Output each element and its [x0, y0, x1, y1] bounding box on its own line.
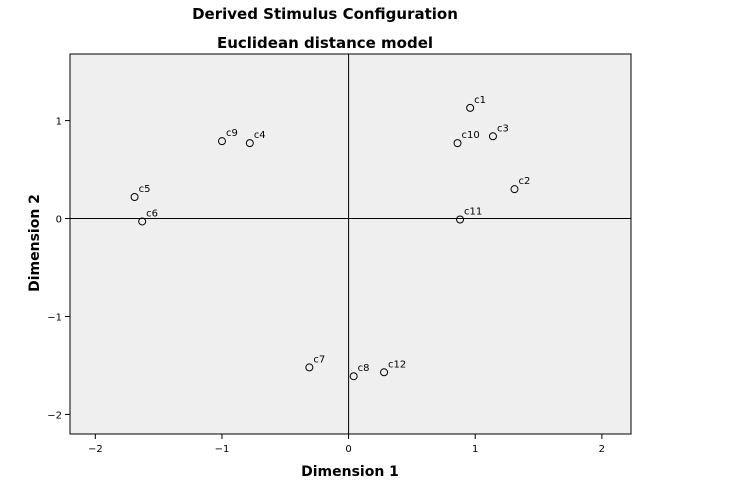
- chart-title: Derived Stimulus Configuration: [192, 5, 458, 23]
- point-label-c10: c10: [462, 130, 480, 141]
- point-marker-c3: [488, 132, 497, 141]
- point-marker-c4: [245, 139, 254, 148]
- point-marker-c12: [380, 368, 389, 377]
- point-marker-c1: [466, 103, 475, 112]
- y-tick-label: −2: [47, 410, 62, 421]
- y-tick-label: −1: [47, 312, 62, 323]
- point-label-c8: c8: [358, 363, 370, 374]
- point-marker-c6: [138, 217, 147, 226]
- point-label-c12: c12: [388, 359, 406, 370]
- point-label-c7: c7: [313, 354, 325, 365]
- point-marker-c10: [453, 139, 462, 148]
- point-label-c6: c6: [146, 208, 158, 219]
- point-label-c5: c5: [139, 184, 151, 195]
- y-tick-label: 1: [56, 117, 62, 128]
- point-marker-c8: [349, 372, 358, 381]
- point-label-c3: c3: [497, 123, 509, 134]
- y-axis-title: Dimension 2: [27, 194, 43, 292]
- x-tick-label: 2: [599, 444, 605, 455]
- reference-lines: [70, 54, 631, 434]
- x-tick-label: −1: [215, 444, 230, 455]
- point-marker-c2: [510, 185, 519, 194]
- plot-area: [69, 53, 632, 435]
- y-tick-label: 0: [56, 215, 62, 226]
- point-label-c4: c4: [254, 130, 266, 141]
- point-marker-c5: [130, 192, 139, 201]
- x-tick-label: −2: [88, 444, 103, 455]
- x-axis-title: Dimension 1: [301, 464, 399, 480]
- point-marker-c11: [456, 215, 465, 224]
- point-label-c9: c9: [226, 128, 238, 139]
- x-tick-label: 0: [345, 444, 351, 455]
- point-label-c1: c1: [474, 95, 486, 106]
- data-points: c1 c2 c3 c4 c5 c6 c7 c8 c9 c10 c11 c12: [130, 95, 530, 381]
- x-tick-label: 1: [472, 444, 478, 455]
- point-label-c11: c11: [464, 207, 482, 218]
- point-label-c2: c2: [518, 176, 530, 187]
- axis-ticks: −2 −1 0 1 2 −2 −1 0 1: [47, 117, 605, 455]
- chart-subtitle: Euclidean distance model: [217, 34, 433, 52]
- point-marker-c7: [305, 363, 314, 372]
- point-marker-c9: [217, 137, 226, 146]
